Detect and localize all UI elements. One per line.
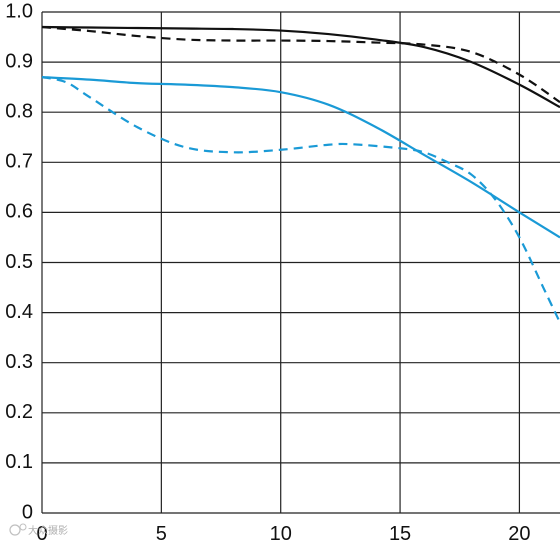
y-tick-label: 0.1 [5,451,33,473]
y-tick-label: 0.8 [5,100,33,122]
x-tick-label: 0 [36,523,47,542]
series-line-black-dashed [41,25,560,104]
x-tick-label: 5 [156,523,167,542]
x-tick-label: 10 [270,523,292,542]
y-tick-label: 0.4 [5,301,33,323]
grid-layer [41,11,560,514]
x-tick-label: 20 [508,523,530,542]
x-tick-label: 15 [389,523,411,542]
watermark-text: 大众摄影 [28,524,68,537]
series-line-blue-solid [41,76,560,239]
series-layer [41,25,560,324]
y-tick-label: 0.2 [5,401,33,423]
y-tick-label: 0 [22,501,33,523]
y-tick-label: 0.6 [5,201,33,223]
tick-label-layer: 0 0.1 0.2 0.3 0.4 0.5 0.6 0.7 0.8 0.9 1.0 0 5 10 15 20 [5,0,530,542]
watermark-logo-icon [9,523,27,536]
y-tick-label: 0.3 [5,351,33,373]
watermark: 大众摄影 [9,523,68,537]
series-line-black-solid [41,25,560,109]
series-line-blue-dashed [41,76,560,324]
y-tick-label: 0.5 [5,251,33,273]
y-tick-label: 1.0 [5,0,33,22]
y-tick-label: 0.9 [5,50,33,72]
y-tick-label: 0.7 [5,151,33,173]
